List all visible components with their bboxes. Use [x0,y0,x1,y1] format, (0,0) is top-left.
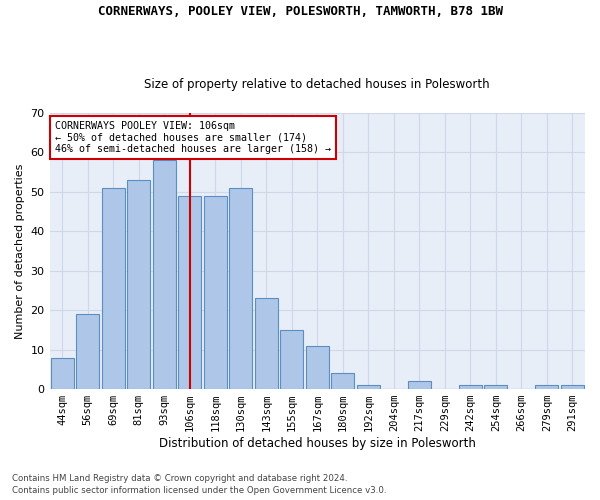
Bar [153,160,176,389]
Bar [535,385,558,389]
Y-axis label: Number of detached properties: Number of detached properties [15,164,25,338]
Bar [459,385,482,389]
Bar [229,188,252,389]
Text: CORNERWAYS, POOLEY VIEW, POLESWORTH, TAMWORTH, B78 1BW: CORNERWAYS, POOLEY VIEW, POLESWORTH, TAM… [97,5,503,18]
Bar [127,180,150,389]
Bar [357,385,380,389]
Bar [178,196,201,389]
Bar [484,385,507,389]
Text: CORNERWAYS POOLEY VIEW: 106sqm
← 50% of detached houses are smaller (174)
46% of: CORNERWAYS POOLEY VIEW: 106sqm ← 50% of … [55,122,331,154]
Text: Contains HM Land Registry data © Crown copyright and database right 2024.
Contai: Contains HM Land Registry data © Crown c… [12,474,386,495]
Bar [204,196,227,389]
Bar [255,298,278,389]
Bar [51,358,74,389]
Title: Size of property relative to detached houses in Polesworth: Size of property relative to detached ho… [145,78,490,91]
Bar [561,385,584,389]
Bar [102,188,125,389]
Bar [280,330,303,389]
Bar [408,381,431,389]
X-axis label: Distribution of detached houses by size in Polesworth: Distribution of detached houses by size … [159,437,476,450]
Bar [331,374,354,389]
Bar [76,314,99,389]
Bar [306,346,329,389]
